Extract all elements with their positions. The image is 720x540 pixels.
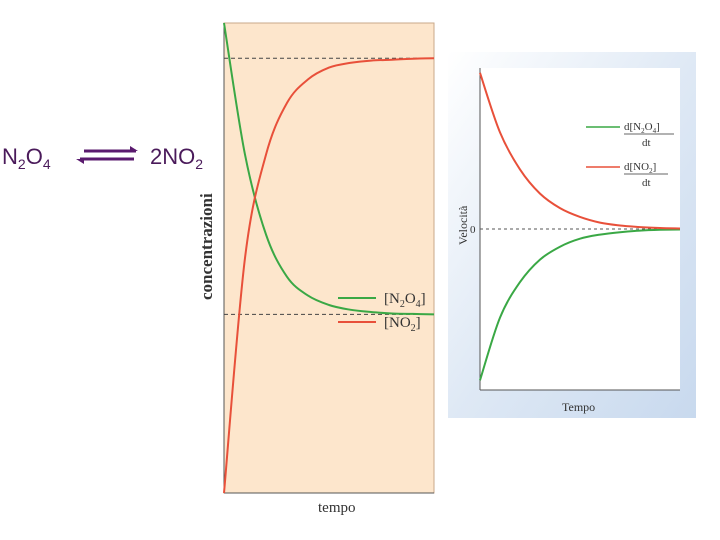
y-axis-label: Velocità [456, 205, 470, 245]
rate-series-line-1 [479, 72, 681, 230]
series-group [223, 22, 435, 494]
legend-denominator-n2o4: dt [642, 137, 651, 149]
plot-background [480, 68, 680, 390]
legend: [N2O4] [NO2] [338, 291, 426, 334]
legend-numerator-no2: d[NO2] [624, 161, 656, 175]
zero-label: 0 [470, 224, 476, 236]
concentration-chart: concentrazioni tempo [N2O4] [NO2] [197, 22, 435, 516]
equation: N2O4 2NO2 [2, 144, 203, 172]
equation-left: N2O4 [2, 144, 51, 172]
legend-label-n2o4: [N2O4] [384, 291, 426, 310]
equation-right: 2NO2 [150, 144, 203, 172]
y-axis-label: concentrazioni [197, 193, 216, 300]
plot-background [223, 22, 435, 494]
rate-chart: 0 Velocità Tempo d[N2O4] dt d[NO2] dt [448, 52, 696, 418]
legend: d[N2O4] dt d[NO2] dt [586, 121, 674, 189]
concentration-series-line-1 [223, 57, 435, 494]
x-axis-label: Tempo [562, 400, 595, 414]
x-axis-label: tempo [318, 500, 356, 516]
series-group [479, 72, 681, 381]
legend-denominator-no2: dt [642, 177, 651, 189]
rate-series-line-0 [479, 228, 681, 381]
equilibrium-arrow [76, 146, 138, 164]
legend-label-no2: [NO2] [384, 315, 421, 334]
concentration-series-line-0 [223, 22, 435, 316]
legend-numerator-n2o4: d[N2O4] [624, 121, 660, 135]
